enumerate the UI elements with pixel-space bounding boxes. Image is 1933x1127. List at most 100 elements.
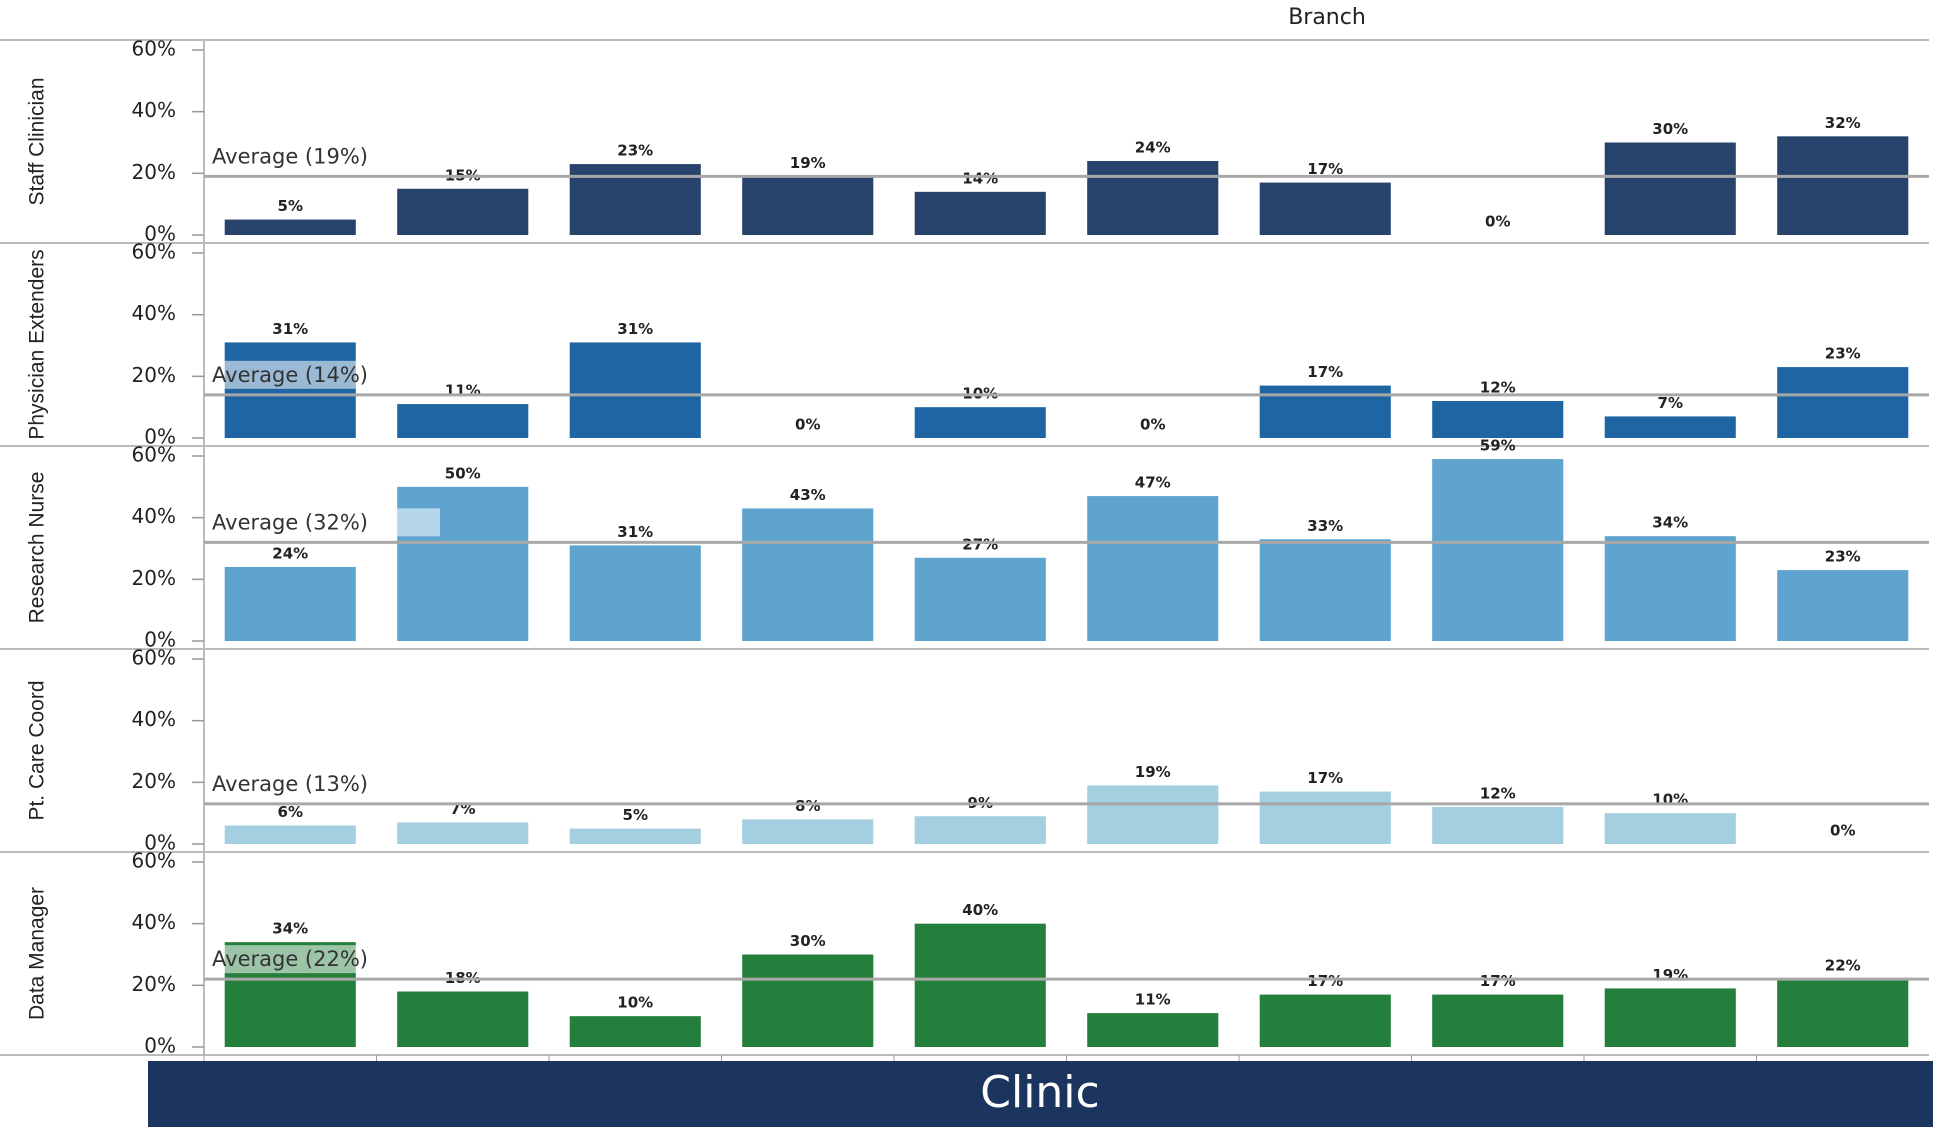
- value-label: 5%: [278, 197, 303, 215]
- bar: [1777, 367, 1909, 438]
- bar: [914, 923, 1046, 1047]
- value-label: 11%: [445, 382, 481, 400]
- value-label: 11%: [1135, 991, 1171, 1009]
- bar: [569, 828, 701, 844]
- bar: [1087, 785, 1219, 844]
- bar: [1604, 813, 1736, 844]
- average-label: Average (19%): [212, 144, 368, 168]
- value-label: 12%: [1480, 785, 1516, 803]
- bar: [1432, 994, 1564, 1047]
- value-label: 22%: [1825, 957, 1861, 975]
- bar: [1777, 136, 1909, 235]
- bar: [1259, 539, 1391, 641]
- value-label: 10%: [617, 994, 653, 1012]
- bar: [1604, 142, 1736, 235]
- bar: [914, 816, 1046, 844]
- bar: [397, 188, 529, 235]
- value-label: 17%: [1307, 972, 1343, 990]
- bar: [1777, 979, 1909, 1047]
- value-label: 34%: [272, 920, 308, 938]
- value-label: 19%: [1135, 763, 1171, 781]
- bar: [1604, 988, 1736, 1047]
- bar: [742, 508, 874, 641]
- value-label: 30%: [790, 932, 826, 950]
- value-label: 40%: [962, 901, 998, 919]
- bar: [569, 545, 701, 641]
- y-tick-label: 40%: [132, 301, 176, 325]
- value-label: 47%: [1135, 474, 1171, 492]
- value-label: 8%: [795, 797, 820, 815]
- value-label: 0%: [795, 416, 820, 434]
- y-tick-label: 0%: [144, 628, 176, 652]
- value-label: 0%: [1830, 822, 1855, 840]
- bar: [1259, 182, 1391, 235]
- average-label: Average (22%): [212, 947, 368, 971]
- y-tick-label: 20%: [132, 769, 176, 793]
- y-tick-label: 60%: [132, 240, 176, 264]
- y-tick-label: 60%: [132, 37, 176, 61]
- value-label: 30%: [1652, 120, 1688, 138]
- average-label-bg: [208, 360, 440, 389]
- y-tick-label: 20%: [132, 566, 176, 590]
- average-label-bg: [208, 508, 440, 537]
- average-label: Average (14%): [212, 363, 368, 387]
- y-axis-label: Data Manager: [26, 887, 49, 1020]
- value-label: 31%: [272, 320, 308, 338]
- bar: [569, 164, 701, 235]
- y-tick-label: 40%: [132, 910, 176, 934]
- value-label: 27%: [962, 535, 998, 553]
- bar: [742, 954, 874, 1047]
- average-label: Average (32%): [212, 510, 368, 534]
- y-tick-label: 0%: [144, 222, 176, 246]
- value-label: 14%: [962, 169, 998, 187]
- bar: [1432, 401, 1564, 438]
- y-tick-label: 60%: [132, 646, 176, 670]
- value-label: 59%: [1480, 437, 1516, 455]
- bar: [914, 407, 1046, 438]
- average-label: Average (13%): [212, 772, 368, 796]
- average-label-bg: [208, 945, 440, 974]
- bar: [1604, 536, 1736, 641]
- value-label: 12%: [1480, 379, 1516, 397]
- value-label: 23%: [1825, 345, 1861, 363]
- bar: [1604, 416, 1736, 438]
- value-label: 5%: [623, 806, 648, 824]
- value-label: 24%: [1135, 139, 1171, 157]
- y-tick-label: 40%: [132, 504, 176, 528]
- bar: [569, 1016, 701, 1047]
- value-label: 32%: [1825, 114, 1861, 132]
- value-label: 17%: [1307, 160, 1343, 178]
- y-axis-label: Staff Clinician: [26, 77, 49, 205]
- average-label-bg: [208, 142, 440, 171]
- y-tick-label: 0%: [144, 1034, 176, 1058]
- y-tick-label: 60%: [132, 443, 176, 467]
- bar: [914, 191, 1046, 235]
- value-label: 31%: [617, 320, 653, 338]
- bar: [914, 557, 1046, 641]
- bar: [1087, 161, 1219, 235]
- bar: [224, 567, 356, 641]
- y-tick-label: 20%: [132, 363, 176, 387]
- y-tick-label: 0%: [144, 831, 176, 855]
- bar: [224, 825, 356, 844]
- y-tick-label: 20%: [132, 972, 176, 996]
- value-label: 24%: [272, 545, 308, 563]
- bar: [1432, 807, 1564, 844]
- value-label: 34%: [1652, 514, 1688, 532]
- bar: [1087, 496, 1219, 641]
- value-label: 19%: [790, 154, 826, 172]
- value-label: 23%: [617, 142, 653, 160]
- y-tick-label: 20%: [132, 160, 176, 184]
- y-axis-label: Physician Extenders: [26, 249, 49, 439]
- bar: [1432, 459, 1564, 641]
- value-label: 31%: [617, 523, 653, 541]
- bar: [1087, 1013, 1219, 1047]
- y-axis-label: Research Nurse: [26, 472, 49, 624]
- average-label-bg: [208, 769, 440, 798]
- value-label: 23%: [1825, 548, 1861, 566]
- value-label: 17%: [1307, 363, 1343, 381]
- footer: Clinic: [980, 1067, 1099, 1118]
- value-label: 0%: [1485, 213, 1510, 231]
- y-tick-label: 40%: [132, 707, 176, 731]
- y-tick-label: 40%: [132, 98, 176, 122]
